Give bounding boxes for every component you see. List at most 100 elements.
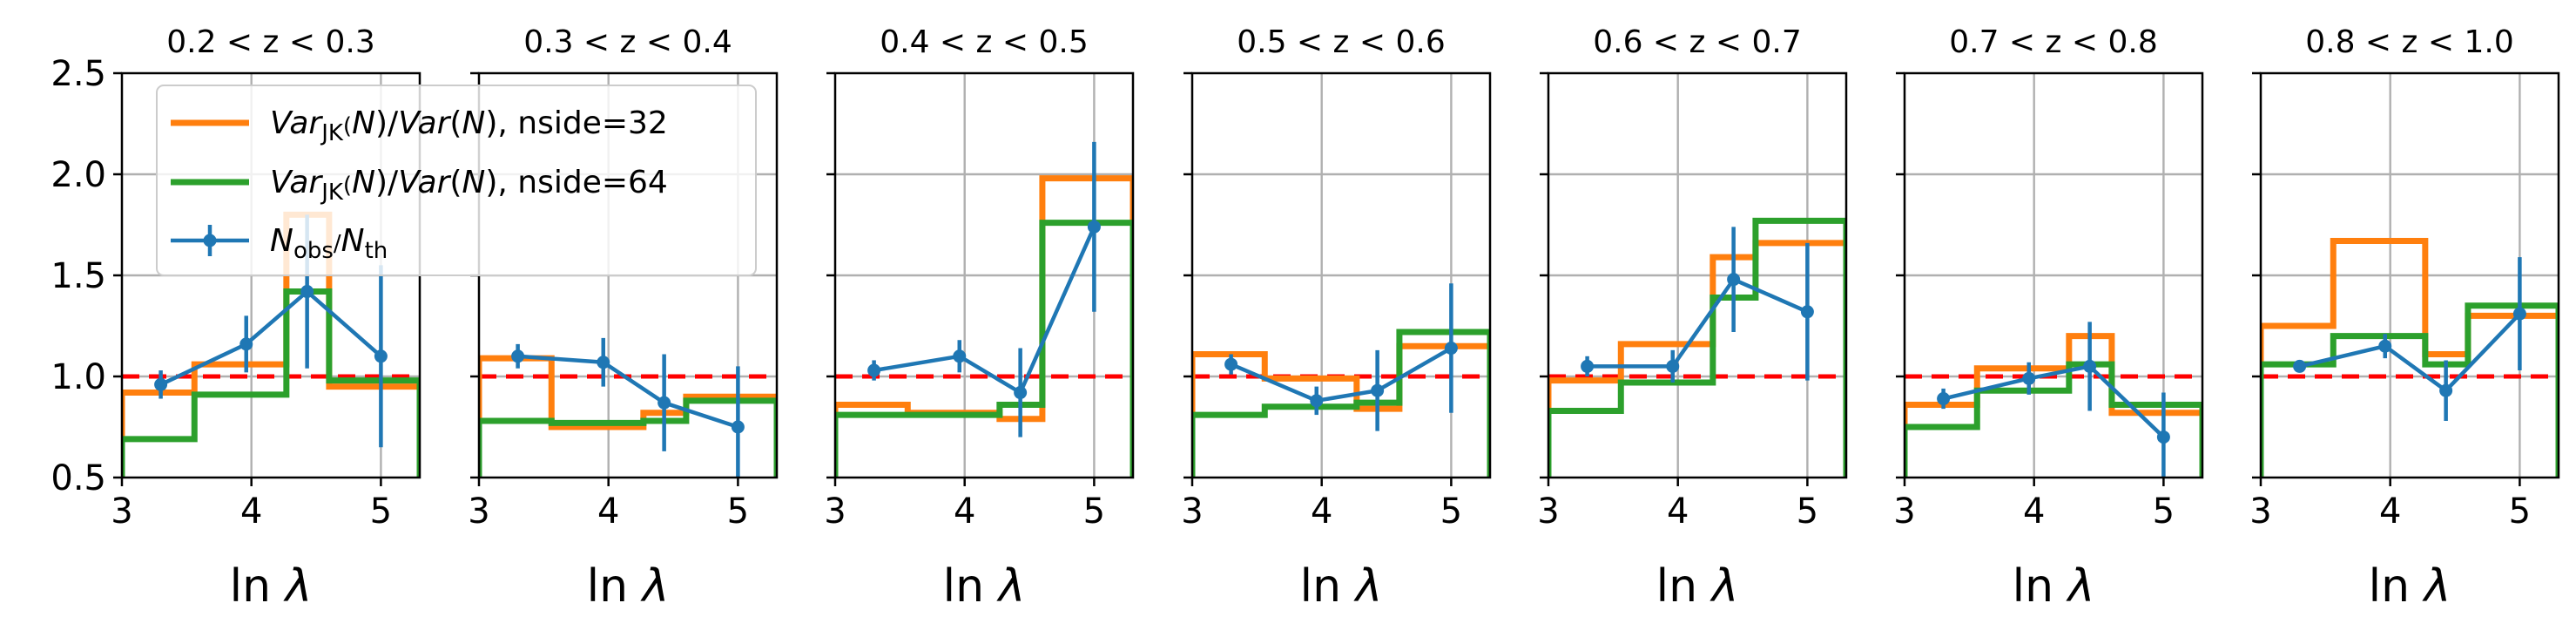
legend-box — [156, 85, 757, 276]
ratio-point — [374, 349, 388, 363]
ratio-point — [2378, 339, 2392, 353]
ratio-point — [511, 349, 525, 363]
ratio-point — [2512, 307, 2526, 321]
x-axis-label: ln λ — [587, 560, 670, 613]
x-tick-label: 3 — [1181, 491, 1203, 532]
ratio-point — [2439, 383, 2453, 397]
plot-area — [479, 337, 777, 478]
ratio-point — [867, 363, 881, 377]
panel-1: 3 4 5 0.5 1.0 1.5 2.0 2.5 0.2 < z < 0.3 ln λ — [51, 24, 421, 613]
ratio-point — [1800, 305, 1814, 319]
x-axis-label: ln λ — [230, 560, 313, 613]
x-tick-label: 4 — [2379, 491, 2401, 532]
ratio-point — [1937, 392, 1951, 406]
ratio-point — [2156, 430, 2170, 444]
panel-4: 3 4 5 0.5 < z < 0.6 ln λ — [1181, 24, 1492, 613]
nside64-step — [2261, 302, 2559, 478]
panel-6: 3 4 5 0.7 < z < 0.8 ln λ — [1893, 24, 2204, 613]
ratio-point — [597, 356, 610, 369]
nside32-step — [1905, 333, 2202, 478]
nside32-step — [1548, 240, 1846, 478]
ratio-point — [1014, 386, 1028, 400]
ratio-point — [1087, 220, 1101, 234]
x-tick-label: 5 — [370, 491, 392, 532]
ratio-point — [731, 420, 745, 434]
x-axis-label: ln λ — [1300, 560, 1383, 613]
ratio-point — [657, 396, 671, 410]
x-tick-label: 4 — [954, 491, 975, 532]
x-axis-label: ln λ — [943, 560, 1026, 613]
x-axis-label: ln λ — [2369, 560, 2451, 613]
plot-area — [1192, 283, 1490, 478]
nside32-step — [2261, 238, 2559, 478]
x-tick-label: 4 — [597, 491, 619, 532]
x-tick-label: 5 — [1083, 491, 1105, 532]
ratio-point — [2293, 359, 2307, 373]
legend-label-nside32: VarJK(N)/Var(N), nside=32 — [270, 105, 668, 146]
ratio-line — [1230, 346, 1453, 403]
plot-area — [122, 211, 420, 478]
x-tick-label: 4 — [1311, 491, 1332, 532]
x-tick-label: 3 — [824, 491, 846, 532]
x-tick-label: 5 — [2509, 491, 2531, 532]
x-tick-label: 3 — [1893, 491, 1915, 532]
legend-label-nside64: VarJK(N)/Var(N), nside=64 — [270, 165, 668, 206]
panel-title: 0.2 < z < 0.3 — [166, 24, 375, 60]
plot-area — [2261, 238, 2559, 478]
panel-title: 0.4 < z < 0.5 — [880, 24, 1089, 60]
panel-title: 0.8 < z < 1.0 — [2305, 24, 2514, 60]
ratio-point — [154, 377, 168, 391]
ratio-line — [1587, 276, 1809, 369]
ratio-point — [1666, 359, 1680, 373]
y-tick-label: 2.0 — [51, 155, 106, 195]
ratio-point — [239, 337, 253, 351]
nside64-step — [1192, 329, 1490, 478]
plot-area — [835, 141, 1133, 478]
x-tick-label: 5 — [727, 491, 749, 532]
ratio-point — [1224, 357, 1238, 371]
legend-label-ratio: Nobs/Nth — [270, 223, 388, 264]
ratio-point — [1371, 383, 1385, 397]
plot-area — [1905, 322, 2202, 478]
x-axis-label: ln λ — [2013, 560, 2095, 613]
ratio-line — [873, 226, 1096, 396]
panel-5: 3 4 5 0.6 < z < 0.7 ln λ — [1537, 24, 1848, 613]
ratio-point — [1310, 394, 1324, 408]
x-tick-label: 4 — [240, 491, 262, 532]
ratio-point — [2083, 359, 2097, 373]
plot-area — [1548, 217, 1846, 478]
panel-title: 0.5 < z < 0.6 — [1237, 24, 1446, 60]
ratio-line — [1943, 363, 2165, 439]
ratio-point — [2022, 371, 2036, 385]
legend-swatch-ratio-point — [203, 234, 217, 247]
ratio-line — [159, 288, 382, 387]
nside64-step — [1905, 361, 2202, 478]
panel-title: 0.6 < z < 0.7 — [1593, 24, 1802, 60]
ratio-line — [517, 354, 739, 430]
x-tick-label: 5 — [1797, 491, 1818, 532]
legend: VarJK(N)/Var(N), nside=32 VarJK(N)/Var(N)… — [156, 85, 757, 276]
panel-7: 3 4 5 0.8 < z < 1.0 ln λ — [2249, 24, 2560, 613]
x-tick-label: 3 — [1537, 491, 1559, 532]
nside64-step — [835, 220, 1133, 478]
x-axis-label: ln λ — [1656, 560, 1739, 613]
ratio-line — [2299, 312, 2522, 394]
y-tick-label: 1.0 — [51, 357, 106, 397]
panel-3: 3 4 5 0.4 < z < 0.5 ln λ — [824, 24, 1135, 613]
x-tick-label: 5 — [1440, 491, 1462, 532]
ratio-point — [1581, 359, 1595, 373]
nside64-step — [1548, 217, 1846, 478]
x-tick-label: 4 — [1667, 491, 1689, 532]
ratio-point — [300, 285, 314, 299]
panel-2: 3 4 5 0.3 < z < 0.4 ln λ — [468, 24, 779, 613]
nside64-step — [122, 288, 420, 478]
x-tick-label: 3 — [468, 491, 489, 532]
y-tick-label: 0.5 — [51, 458, 106, 498]
y-tick-label: 1.5 — [51, 256, 106, 296]
ratio-point — [953, 349, 967, 363]
x-tick-label: 3 — [111, 491, 132, 532]
ratio-point — [1444, 342, 1458, 356]
x-tick-label: 3 — [2249, 491, 2271, 532]
nside64-step — [479, 397, 777, 478]
